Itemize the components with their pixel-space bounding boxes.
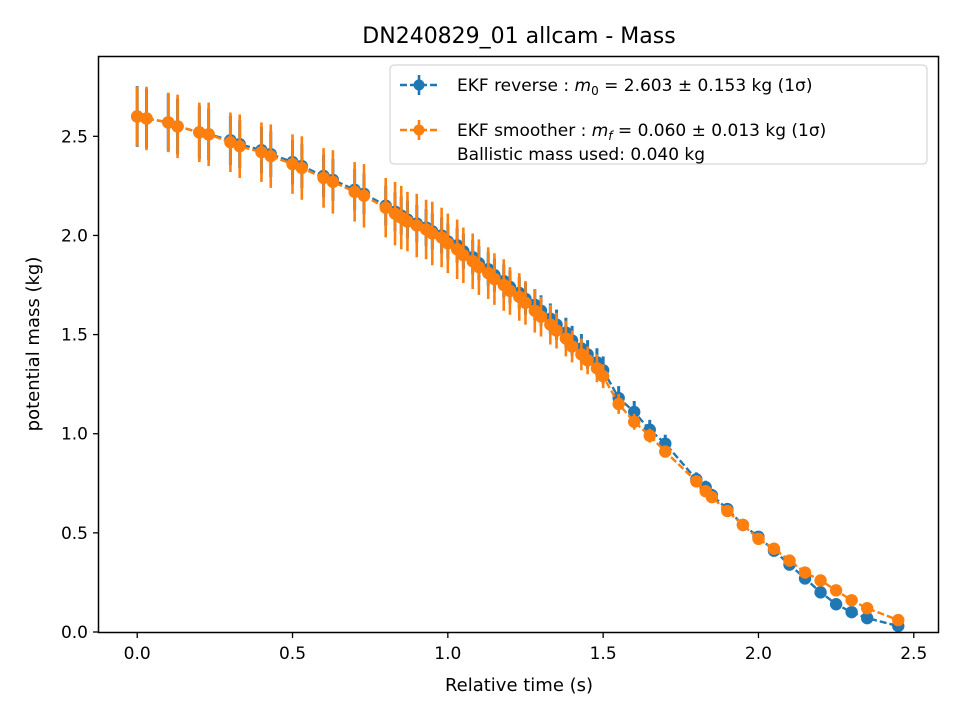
data-point (596, 370, 610, 383)
data-point (534, 310, 548, 323)
data-point (348, 185, 361, 199)
legend-label: Ballistic mass used: 0.040 kg (457, 145, 705, 165)
data-point (472, 260, 486, 274)
plot-marks (131, 86, 905, 633)
data-point (295, 161, 309, 175)
x-tick-label: 1.0 (434, 644, 461, 664)
data-point (643, 429, 656, 442)
data-point (202, 128, 215, 141)
y-tick-label: 1.5 (61, 326, 88, 346)
data-point (783, 554, 796, 567)
data-point (162, 116, 175, 129)
x-tick-label: 2.5 (900, 644, 927, 664)
legend: EKF reverse : m0 = 2.603 ± 0.153 kg (1σ)… (389, 64, 928, 165)
data-point (860, 611, 874, 625)
data-point (845, 594, 858, 607)
data-point (401, 215, 414, 228)
x-tick-label: 0.0 (124, 644, 151, 664)
data-point (565, 340, 579, 353)
data-point (426, 227, 439, 240)
data-point (326, 175, 340, 189)
x-tick-label: 0.5 (279, 644, 306, 664)
data-point (736, 518, 750, 532)
y-tick-label: 0.0 (61, 623, 88, 643)
data-point (264, 149, 277, 163)
data-point (829, 584, 843, 597)
data-point (814, 574, 827, 587)
legend-marker (413, 79, 425, 91)
y-axis: 0.0 0.5 1.0 1.5 2.0 2.5 (61, 127, 99, 643)
chart-title: DN240829_01 allcam - Mass (362, 24, 675, 49)
data-point (659, 445, 672, 458)
data-point (317, 171, 330, 185)
data-point (845, 605, 858, 619)
y-axis-label: potential mass (kg) (23, 257, 44, 432)
x-axis: 0.0 0.5 1.0 1.5 2.0 2.5 (124, 632, 927, 664)
plot-frame (97, 55, 940, 634)
x-axis-label: Relative time (s) (445, 675, 593, 696)
data-point (721, 504, 734, 518)
data-point (814, 586, 827, 599)
data-point (860, 602, 874, 615)
data-point (457, 249, 470, 262)
data-point (581, 354, 594, 367)
y-tick-label: 2.0 (61, 226, 88, 246)
data-point (193, 126, 206, 139)
data-point (224, 136, 237, 149)
data-point (519, 296, 532, 310)
y-tick-label: 2.5 (61, 127, 88, 147)
x-tick-label: 1.5 (590, 644, 617, 664)
legend-label: EKF smoother : mf = 0.060 ± 0.013 kg (1σ… (457, 121, 826, 143)
legend-label: EKF reverse : m0 = 2.603 ± 0.153 kg (1σ) (457, 76, 812, 98)
data-point (628, 405, 641, 419)
data-point (171, 120, 184, 133)
data-point (233, 140, 246, 153)
y-tick-label: 0.5 (61, 524, 88, 544)
data-point (379, 201, 392, 214)
data-point (829, 598, 843, 611)
data-point (612, 397, 625, 411)
data-point (628, 415, 641, 429)
data-point (752, 532, 765, 546)
data-point (255, 145, 268, 159)
data-point (767, 542, 781, 555)
data-point (286, 157, 299, 171)
data-point (892, 613, 905, 627)
data-point (140, 112, 153, 125)
series-ekf-smoother (131, 86, 905, 627)
data-point (488, 272, 501, 286)
data-point (357, 189, 371, 202)
data-point (705, 490, 719, 504)
data-point (410, 219, 423, 232)
data-point (798, 566, 812, 579)
data-point (690, 475, 703, 488)
x-tick-label: 2.0 (745, 644, 772, 664)
data-point (131, 110, 144, 123)
legend-box (389, 64, 928, 165)
data-point (441, 237, 455, 250)
y-tick-label: 1.0 (61, 425, 88, 445)
data-point (503, 284, 517, 298)
legend-marker (413, 124, 425, 136)
data-point (550, 324, 563, 337)
